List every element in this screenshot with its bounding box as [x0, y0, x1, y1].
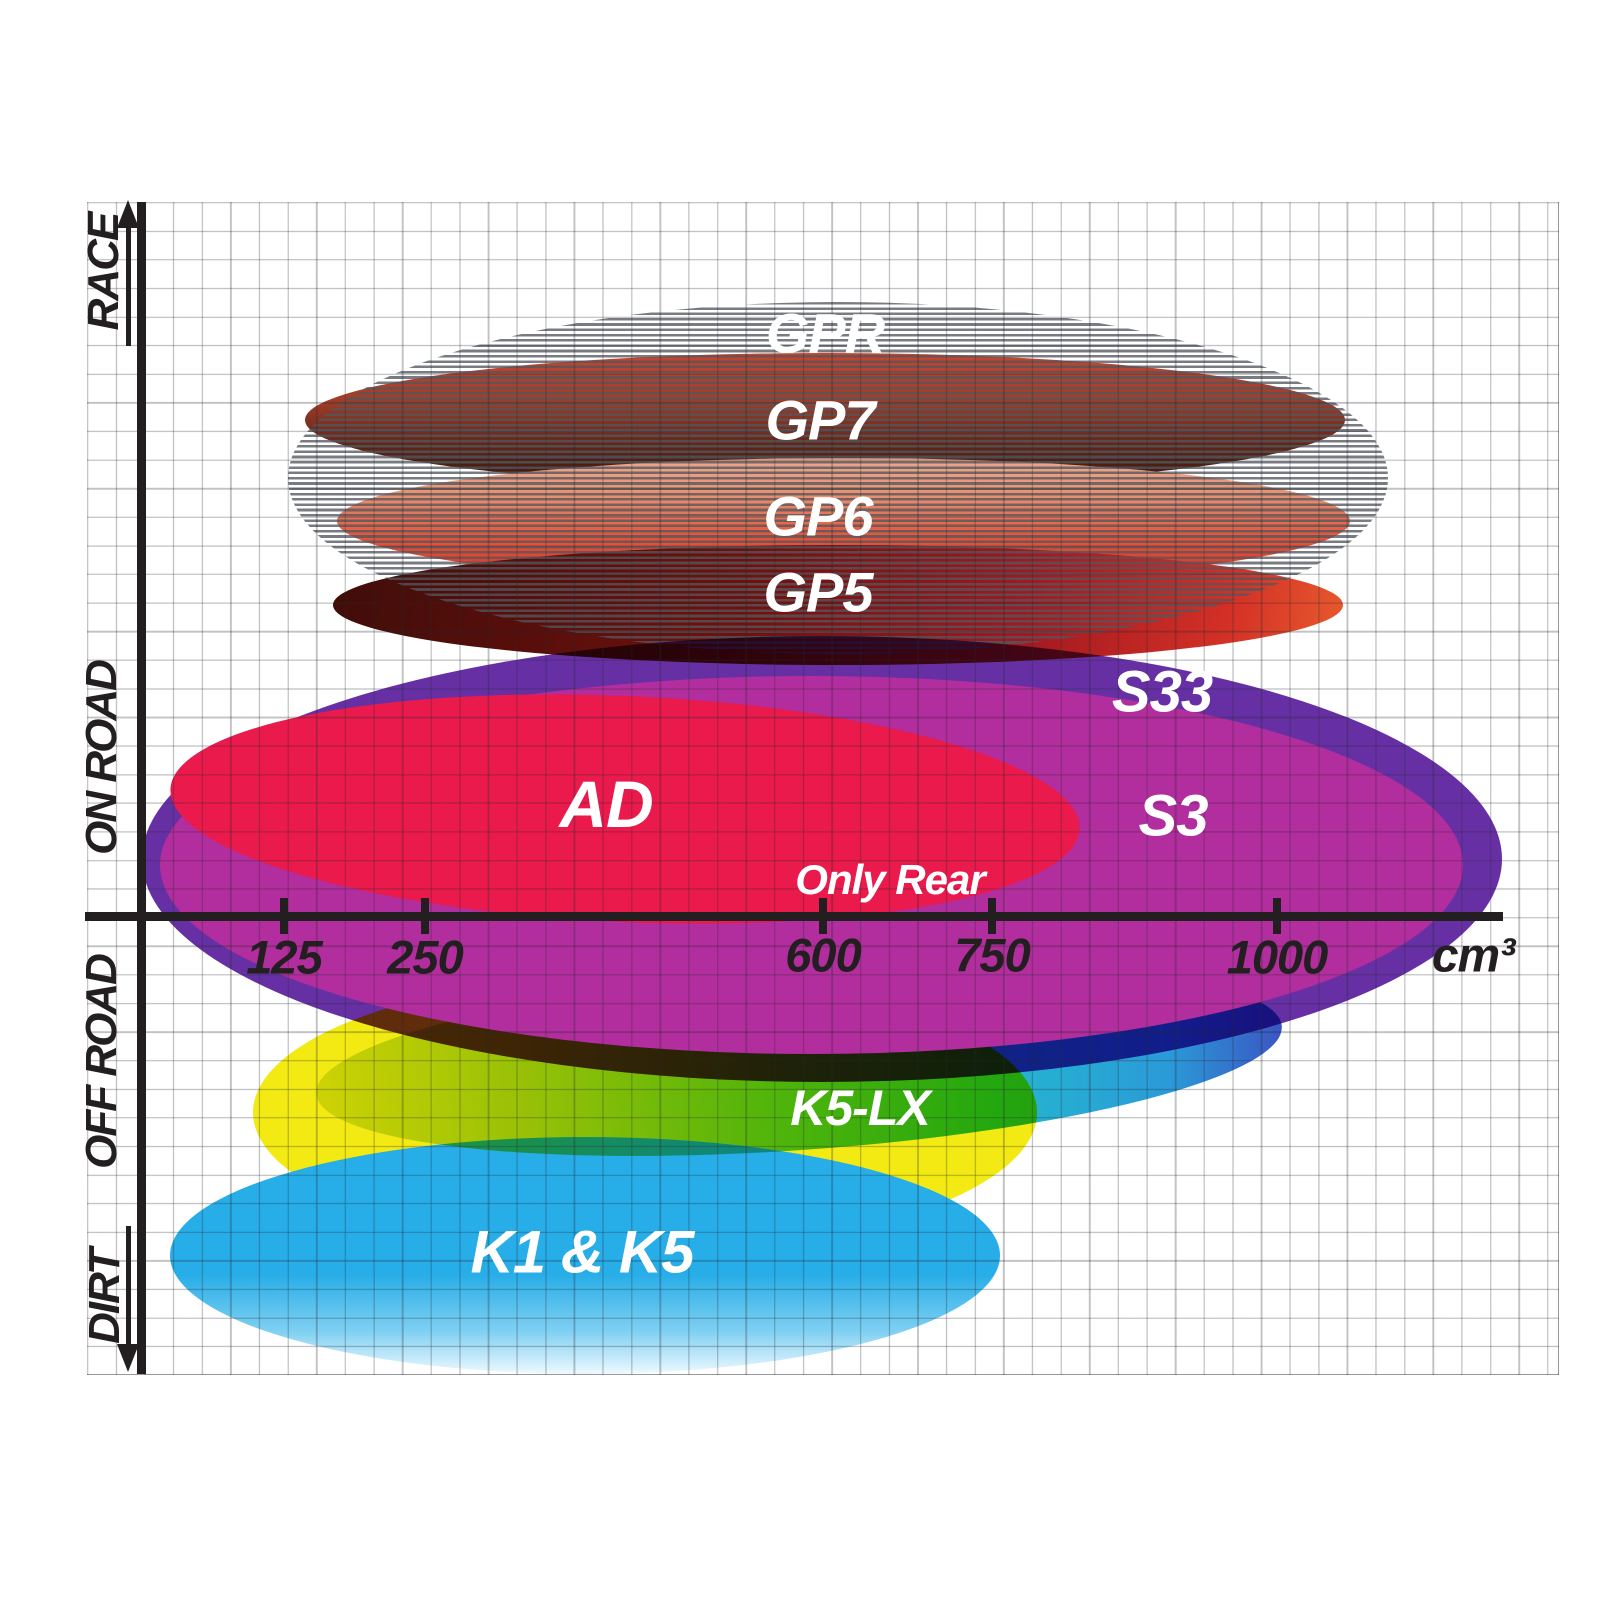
- label-gp6: GP6: [763, 484, 873, 548]
- y-label-off-road: OFF ROAD: [77, 955, 126, 1169]
- label-s33: S33: [1111, 659, 1213, 725]
- label-only-rear: Only Rear: [795, 856, 985, 903]
- label-gp5: GP5: [763, 560, 873, 624]
- y-axis-line: [137, 202, 146, 1374]
- x-tick-125: [280, 898, 288, 934]
- x-axis-line: [85, 912, 1503, 921]
- x-tick-label-1000: 1000: [1226, 930, 1329, 984]
- x-tick-label-600: 600: [785, 928, 861, 982]
- label-ad: AD: [559, 767, 653, 841]
- y-label-race: RACE: [79, 213, 128, 331]
- x-tick-250: [421, 898, 429, 934]
- y-label-dirt: DIRT: [80, 1250, 129, 1344]
- x-tick-600: [819, 898, 827, 934]
- label-k1k5: K1 & K5: [470, 1218, 694, 1286]
- y-label-on-road: ON ROAD: [77, 661, 126, 855]
- ellipse-k1k5: [170, 1137, 1000, 1374]
- label-s3: S3: [1138, 783, 1209, 849]
- x-tick-label-250: 250: [387, 930, 463, 984]
- x-tick-label-750: 750: [954, 928, 1030, 982]
- label-gp7: GP7: [765, 388, 875, 452]
- race-arrow-up-icon: [126, 226, 131, 346]
- race-arrow-up-head-icon: [117, 200, 139, 228]
- x-unit-label: cm³: [1431, 929, 1515, 983]
- label-k5lx: K5-LX: [790, 1080, 930, 1136]
- dirt-arrow-down-head-icon: [117, 1344, 139, 1372]
- x-tick-label-125: 125: [246, 930, 322, 984]
- x-tick-750: [988, 898, 996, 934]
- x-tick-1000: [1273, 898, 1281, 934]
- dirt-arrow-down-icon: [126, 1226, 131, 1344]
- label-gpr: GPR: [765, 301, 885, 365]
- ellipse-gpr-hatched: [288, 302, 1388, 654]
